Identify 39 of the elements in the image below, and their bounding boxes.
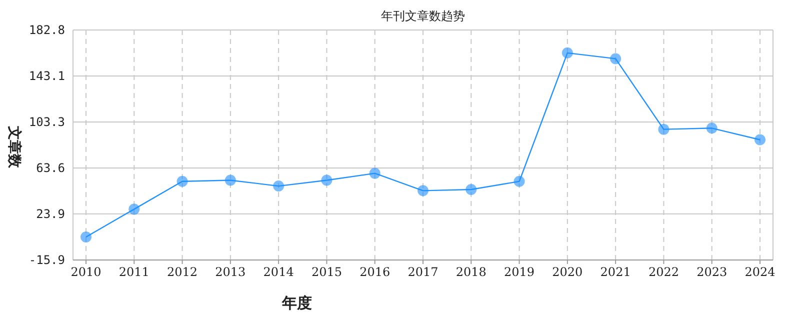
point [321, 174, 332, 186]
x-tick-label: 2018 [456, 265, 486, 279]
point [128, 204, 140, 215]
point [610, 53, 622, 64]
x-tick-label: 2013 [215, 265, 246, 279]
point [176, 176, 188, 187]
x-tick-label: 2022 [648, 265, 679, 279]
x-axis-title: 年度 [281, 294, 312, 312]
point [562, 47, 573, 58]
y-tick-label: 182.8 [28, 23, 65, 37]
point [658, 124, 670, 135]
x-tick-label: 2017 [408, 265, 438, 279]
point [273, 180, 284, 192]
x-tick-label: 2010 [70, 265, 102, 279]
point [754, 134, 766, 146]
x-tick-label: 2021 [600, 265, 631, 279]
y-tick-label: 63.6 [36, 160, 65, 175]
point [466, 184, 477, 196]
chart-title: 年刊文章数趋势 [381, 9, 465, 23]
y-tick-label: -15.9 [28, 253, 65, 267]
x-tick-label: 2020 [552, 265, 583, 279]
x-tick-label: 2014 [263, 265, 294, 279]
point [418, 185, 428, 196]
x-tick-label: 2016 [360, 265, 390, 279]
x-tick-label: 2023 [696, 265, 728, 279]
point [706, 122, 718, 134]
x-tick-label: 2012 [167, 265, 198, 279]
y-tick-label: 23.9 [36, 206, 65, 221]
x-tick-label: 2024 [744, 265, 776, 279]
y-tick-label: 143.1 [28, 68, 65, 83]
point [224, 174, 236, 186]
point [80, 231, 92, 242]
x-tick-label: 2019 [504, 265, 535, 279]
point [369, 168, 380, 179]
y-tick-label: 103.3 [28, 115, 65, 130]
x-tick-label: 2015 [311, 265, 342, 279]
point [514, 176, 525, 187]
x-tick-label: 2011 [118, 265, 150, 279]
y-axis-title: 文章数 [7, 125, 23, 169]
